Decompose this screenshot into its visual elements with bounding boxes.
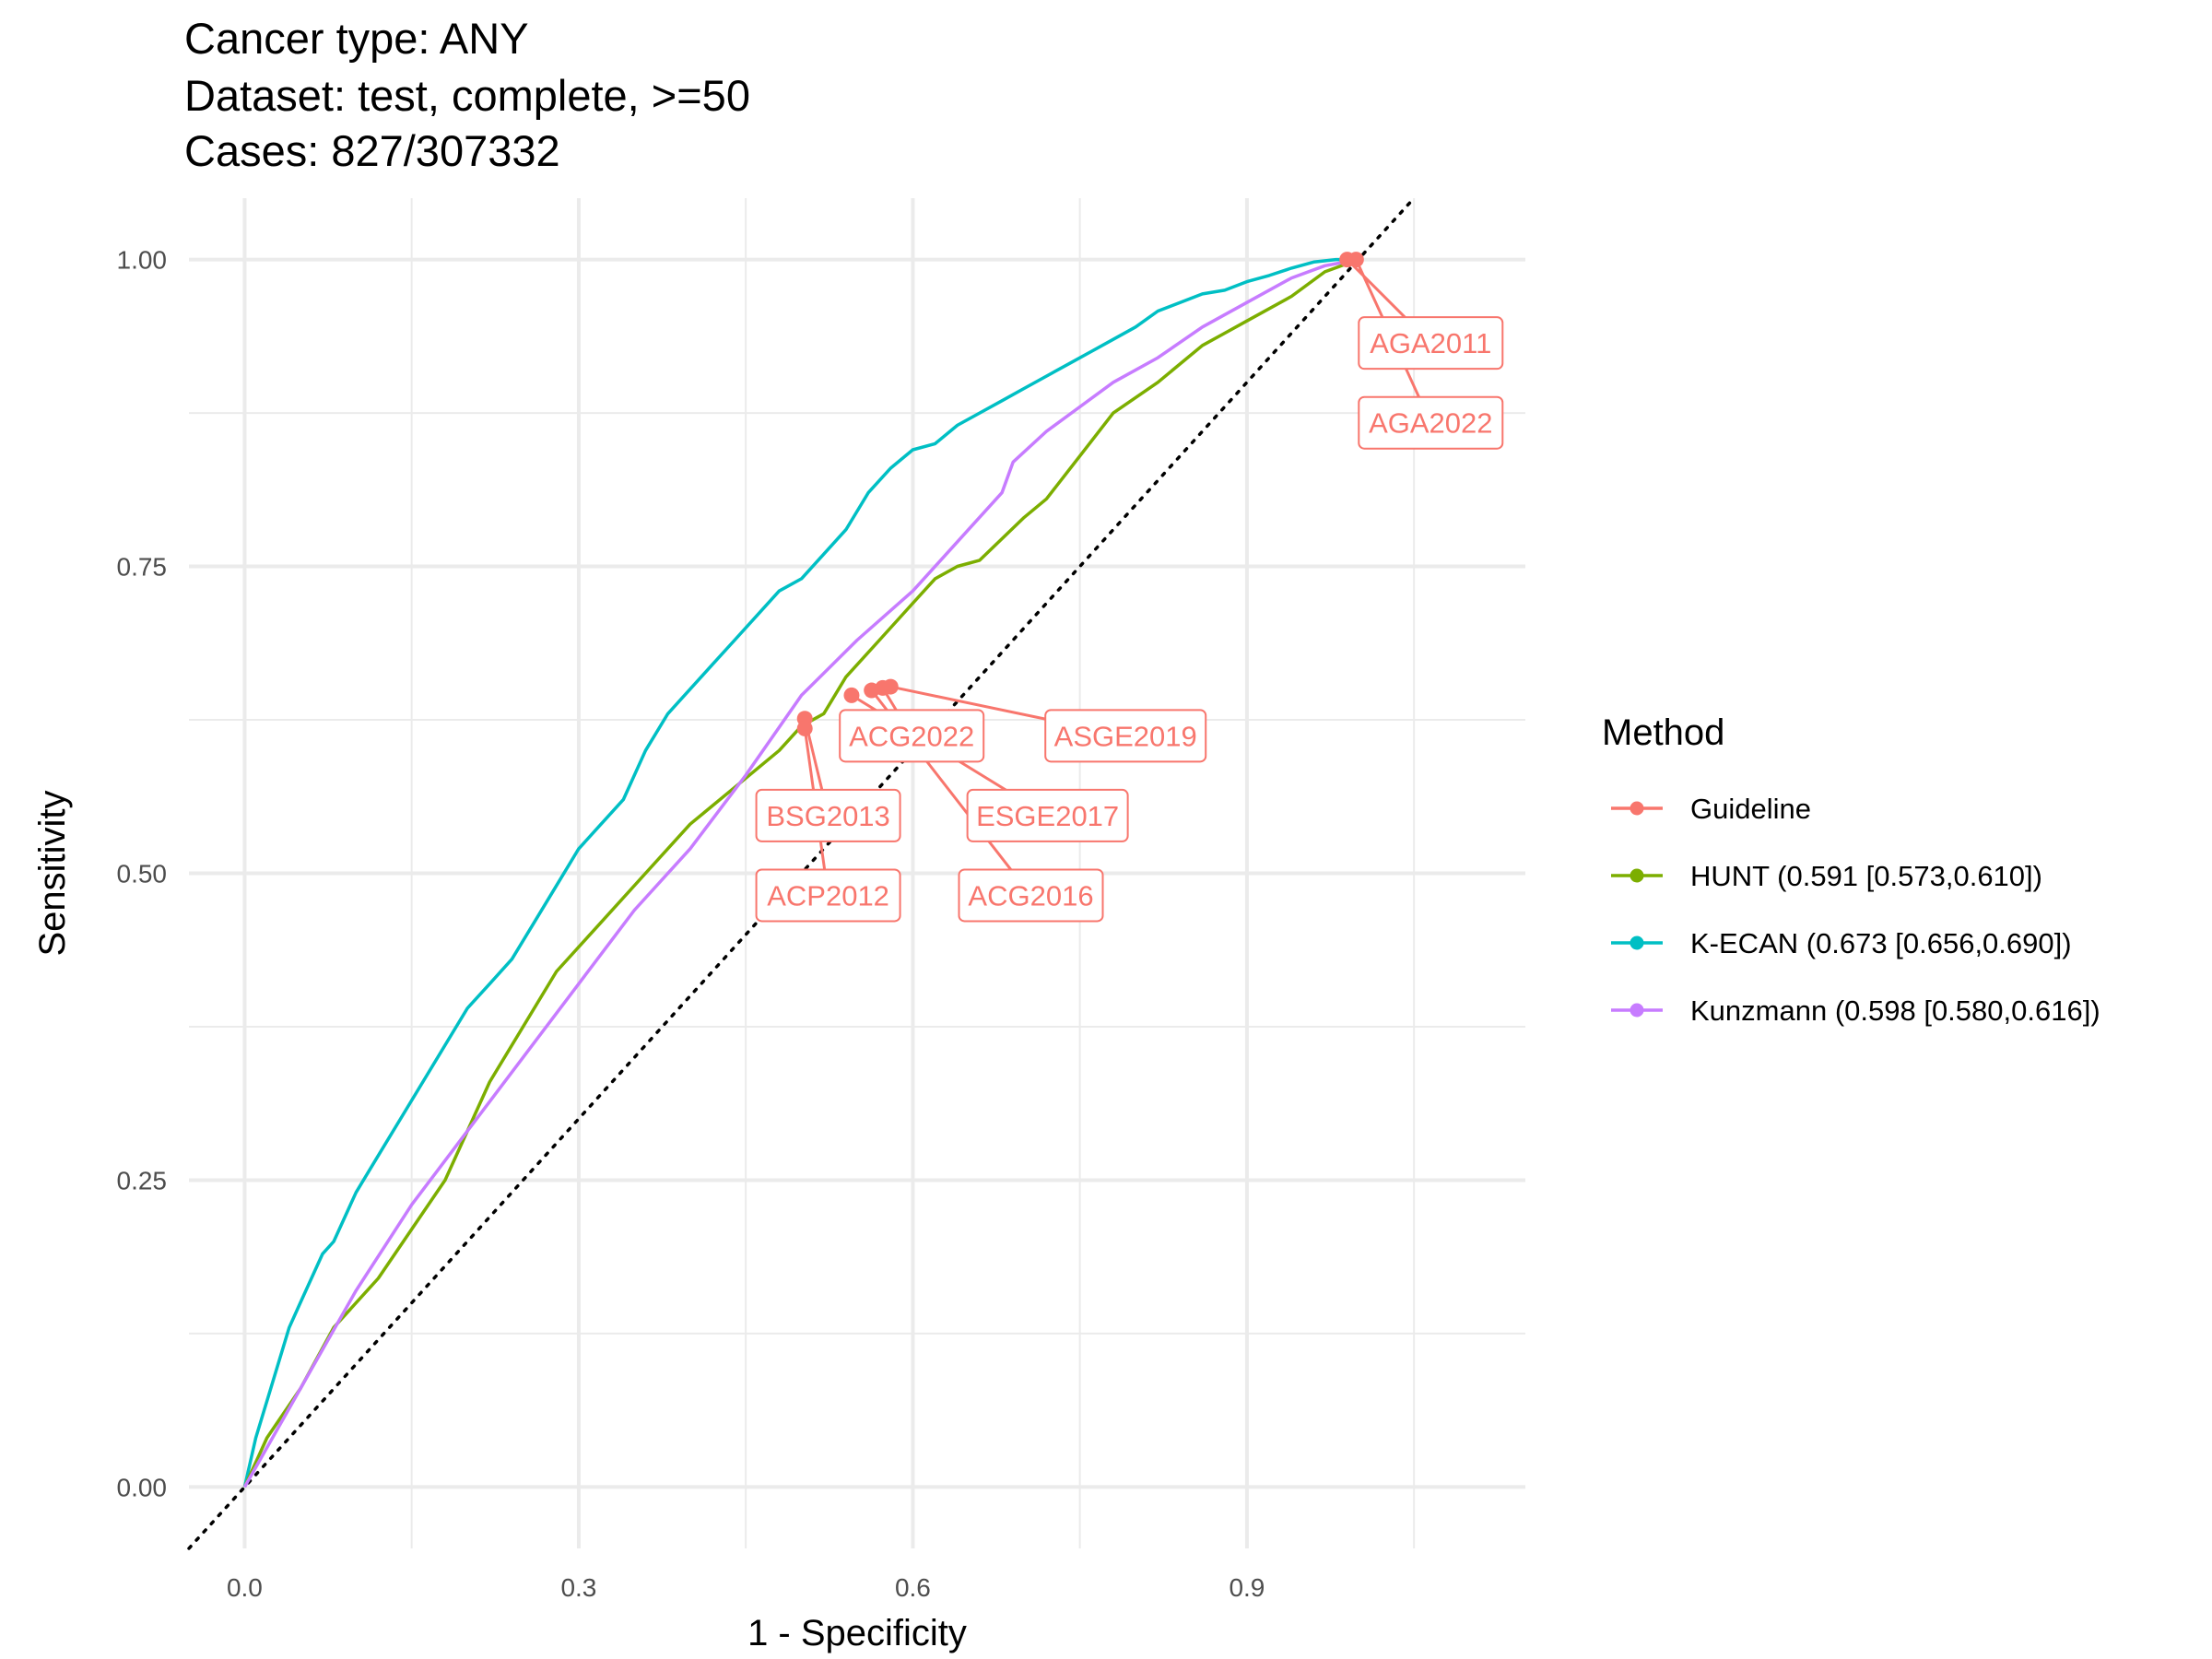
guideline-label: ESGE2017 [976,800,1119,832]
guideline-label: AGA2011 [1370,327,1491,359]
legend-key-point-guideline [1630,801,1644,816]
guideline-label-box [1358,395,1504,450]
kunzmann-roc-line [242,257,1359,1488]
guideline-label: BSG2013 [766,800,889,832]
guideline-points: AGA2011 AGA2022 ACG2022 ASGE2019 BSG2013 ESGE… [755,252,1504,923]
legend-title: Method [1602,712,1724,753]
legend-label-kunzmann: Kunzmann (0.598 [0.580,0.616]) [1690,994,2100,1027]
legend-label-guideline: Guideline [1690,793,1811,825]
x-tick-label: 0.0 [227,1573,263,1602]
axes: 0.0 0.3 0.6 0.9 0.00 0.25 0.50 0.75 1.00 1 - Spec… [32,246,1265,1653]
guideline-label-box [1044,709,1207,763]
grid [189,198,1525,1548]
diagonal-dotted-line [187,196,1416,1550]
legend-label-hunt: HUNT (0.591 [0.573,0.610]) [1690,860,2042,892]
guideline-label: ACP2012 [767,879,889,912]
legend-key-point-hunt [1630,868,1644,883]
guideline-label: ASGE2019 [1054,720,1197,752]
series-lines [242,257,1359,1488]
chart-title-line-2: Dataset: test, complete, >=50 [184,71,750,120]
guideline-point [864,682,880,699]
y-tick-label: 0.25 [117,1166,168,1194]
guideline-label-box [958,868,1104,923]
hunt-roc-line [242,257,1359,1488]
chart-title-line-1: Cancer type: ANY [184,14,529,63]
legend-key-point-kunzmann [1630,1003,1644,1018]
guideline-point [843,687,860,703]
legend-label-k-ecan: K-ECAN (0.673 [0.656,0.690]) [1690,927,2072,959]
x-tick-label: 0.3 [560,1573,596,1602]
y-axis-title: Sensitivity [32,790,73,956]
diagonal-reference-line [187,196,1416,1550]
guideline-label-box [839,709,985,763]
x-axis-title: 1 - Specificity [747,1613,967,1653]
y-tick-label: 1.00 [117,246,168,275]
guideline-point [882,678,899,695]
chart-title-line-3: Cases: 827/307332 [184,126,560,175]
k-ecan-roc-line [242,257,1359,1488]
guideline-label: ACG2022 [849,720,974,752]
guideline-label-box [966,788,1129,842]
guideline-label-box [1358,316,1504,371]
y-tick-label: 0.50 [117,860,168,888]
legend-key-point-k-ecan [1630,935,1644,950]
y-tick-label: 0.00 [117,1473,168,1501]
guideline-point [1347,252,1364,268]
guideline-label-box [755,868,901,923]
guideline-label: AGA2022 [1369,407,1492,440]
guideline-label: ACG2016 [968,879,1093,912]
x-tick-label: 0.6 [895,1573,931,1602]
guideline-point [796,720,813,736]
y-tick-label: 0.75 [117,553,168,582]
x-tick-label: 0.9 [1229,1573,1265,1602]
guideline-label-box [755,788,901,842]
legend: Method Guideline HUNT (0.591 [0.573,0.610]… [1602,712,2100,1027]
